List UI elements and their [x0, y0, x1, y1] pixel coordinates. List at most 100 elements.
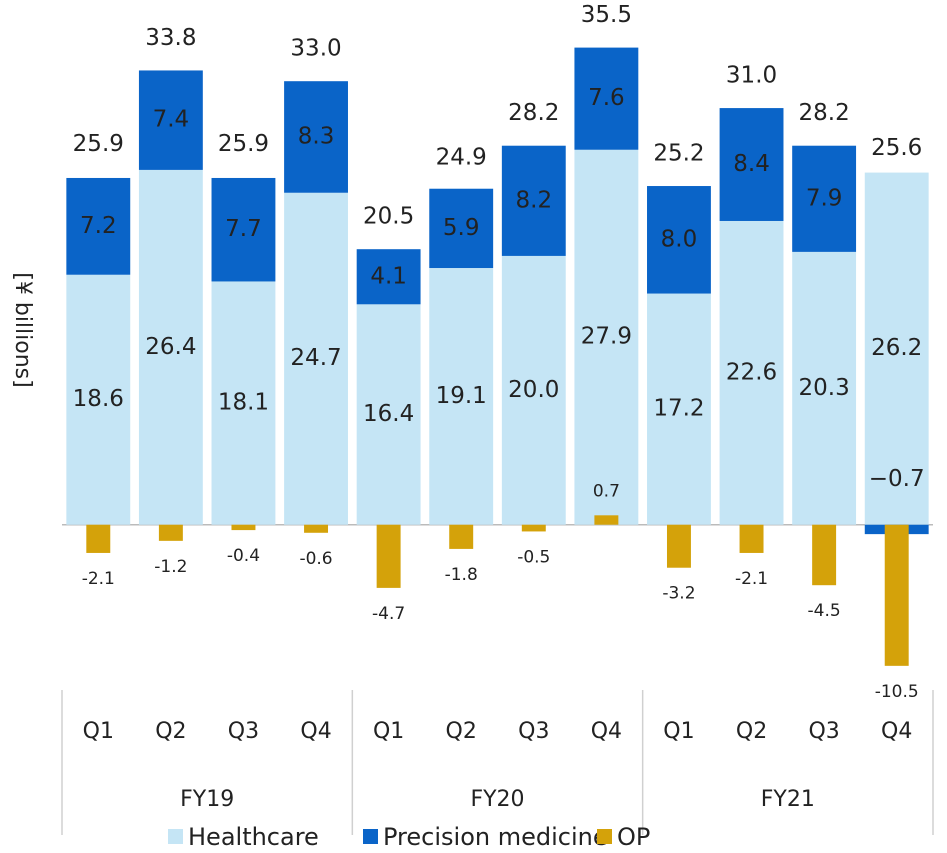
op-label: -4.7 — [372, 604, 405, 624]
total-label: 25.9 — [218, 131, 269, 157]
op-label: -1.8 — [445, 565, 478, 585]
bar-segment — [719, 108, 784, 221]
total-label: 35.5 — [581, 2, 632, 28]
value-label: 26.4 — [145, 334, 196, 360]
op-label: -3.2 — [662, 584, 695, 604]
total-label: 25.9 — [73, 131, 124, 157]
bar-segment — [792, 145, 857, 252]
legend-label: OP — [617, 823, 650, 851]
op-label: -1.2 — [154, 557, 187, 577]
op-bar — [304, 524, 329, 533]
bar-segment — [647, 293, 711, 525]
x-tick-label: Q1 — [663, 719, 694, 744]
op-label: -0.4 — [227, 546, 260, 566]
op-bar — [158, 524, 183, 541]
bar-segment — [66, 274, 131, 525]
total-label: 28.2 — [799, 100, 850, 126]
total-label: 31.0 — [726, 63, 777, 89]
bar-segment — [66, 177, 131, 275]
x-tick-label: Q2 — [155, 719, 186, 744]
value-label: −0.7 — [869, 466, 925, 492]
value-label: 17.2 — [653, 396, 704, 422]
op-label: -0.5 — [517, 547, 550, 567]
value-label: 16.4 — [363, 401, 414, 427]
bar-segment — [356, 249, 421, 305]
value-label: 8.3 — [298, 123, 335, 149]
x-tick-label: Q4 — [300, 719, 331, 744]
group-label: FY21 — [761, 787, 815, 812]
op-bar — [812, 524, 837, 586]
value-label: 20.0 — [508, 377, 559, 403]
legend-swatch — [363, 829, 378, 844]
bar-segment — [429, 188, 494, 269]
x-tick-label: Q3 — [808, 719, 839, 744]
op-label: -10.5 — [875, 682, 919, 702]
op-bar — [86, 524, 111, 553]
op-bar — [449, 524, 474, 549]
value-label: 18.6 — [73, 386, 124, 412]
group-label: FY19 — [180, 787, 234, 812]
bar-segment — [284, 192, 348, 525]
value-label: 7.2 — [80, 213, 117, 239]
value-label: 7.9 — [806, 185, 843, 211]
op-bar — [594, 515, 619, 525]
value-label: 4.1 — [370, 263, 407, 289]
bar-segment — [211, 281, 276, 525]
total-label: 20.5 — [363, 204, 414, 230]
legend-label: Precision medicine — [383, 823, 608, 851]
value-label: 5.9 — [443, 215, 480, 241]
value-label: 7.6 — [588, 85, 625, 111]
bar-segment — [864, 172, 929, 525]
total-label: 24.9 — [436, 145, 487, 171]
bar-segment — [356, 304, 421, 525]
op-bar — [666, 524, 691, 568]
op-bar — [376, 524, 401, 588]
value-label: 22.6 — [726, 359, 777, 385]
bar-segment — [719, 220, 784, 525]
bar-segment — [138, 169, 203, 525]
x-tick-label: Q1 — [83, 719, 114, 744]
op-bar — [231, 524, 256, 531]
group-label: FY20 — [470, 787, 524, 812]
x-tick-label: Q4 — [881, 719, 912, 744]
value-label: 24.7 — [290, 345, 341, 371]
op-bar — [739, 524, 764, 553]
bar-segment — [501, 145, 566, 256]
x-tick-label: Q1 — [373, 719, 404, 744]
x-tick-label: Q4 — [591, 719, 622, 744]
legend-swatch — [597, 829, 612, 844]
value-label: 8.2 — [516, 187, 553, 213]
bar-segment — [792, 251, 857, 525]
op-label: -2.1 — [82, 569, 115, 589]
total-label: 25.6 — [871, 135, 922, 161]
value-label: 27.9 — [581, 324, 632, 350]
bar-segment — [429, 268, 494, 525]
bar-segment — [574, 149, 639, 525]
x-tick-label: Q3 — [228, 719, 259, 744]
op-label: -4.5 — [808, 601, 841, 621]
bar-segment — [284, 81, 348, 193]
value-label: 26.2 — [871, 335, 922, 361]
bar-segment — [647, 186, 711, 294]
total-label: 25.2 — [653, 141, 704, 167]
op-label: -2.1 — [735, 569, 768, 589]
y-axis-label: [¥ billions] — [10, 272, 35, 387]
value-label: 20.3 — [799, 375, 850, 401]
x-tick-label: Q2 — [736, 719, 767, 744]
x-tick-label: Q2 — [446, 719, 477, 744]
legend-label: Healthcare — [188, 823, 319, 851]
bar-segment — [138, 70, 203, 170]
op-bar — [521, 524, 546, 532]
total-label: 33.8 — [145, 25, 196, 51]
value-label: 8.4 — [733, 151, 770, 177]
bar-segment — [574, 47, 639, 150]
op-label: 0.7 — [593, 481, 620, 501]
op-label: -0.6 — [299, 549, 332, 569]
bar-segment — [211, 177, 276, 282]
bar-segment — [501, 255, 566, 525]
op-bar — [884, 524, 909, 666]
legend-swatch — [168, 829, 183, 844]
x-tick-label: Q3 — [518, 719, 549, 744]
value-label: 8.0 — [661, 226, 698, 252]
